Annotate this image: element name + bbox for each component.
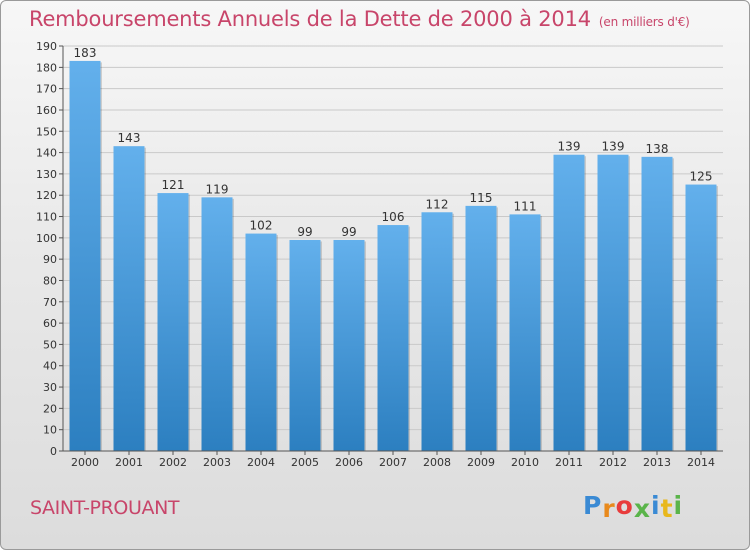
x-tick-label: 2001 bbox=[115, 456, 143, 469]
y-tick-label: 160 bbox=[36, 104, 57, 117]
y-tick-label: 70 bbox=[43, 296, 57, 309]
bars bbox=[69, 60, 718, 452]
bar bbox=[377, 225, 409, 451]
x-tick-label: 2005 bbox=[291, 456, 319, 469]
value-label: 139 bbox=[602, 140, 625, 154]
value-label: 143 bbox=[118, 131, 141, 145]
bar bbox=[69, 60, 101, 451]
logo-letter: P bbox=[583, 491, 603, 520]
y-tick-label: 110 bbox=[36, 211, 57, 224]
bar bbox=[465, 205, 497, 451]
chart-title: Remboursements Annuels de la Dette de 20… bbox=[29, 7, 690, 31]
y-tick-label: 150 bbox=[36, 125, 57, 138]
logo-letter: o bbox=[615, 491, 634, 520]
commune-name: SAINT-PROUANT bbox=[30, 497, 180, 519]
y-tick-label: 130 bbox=[36, 168, 57, 181]
x-tick-label: 2008 bbox=[423, 456, 451, 469]
x-tick-label: 2013 bbox=[643, 456, 671, 469]
logo-letter: x bbox=[633, 494, 651, 523]
x-tick-label: 2012 bbox=[599, 456, 627, 469]
bar bbox=[641, 156, 673, 451]
y-tick-label: 50 bbox=[43, 338, 57, 351]
x-tick-label: 2011 bbox=[555, 456, 583, 469]
x-tick-label: 2002 bbox=[159, 456, 187, 469]
y-tick-label: 140 bbox=[36, 147, 57, 160]
bar bbox=[289, 239, 321, 451]
x-tick-label: 2010 bbox=[511, 456, 539, 469]
y-tick-label: 30 bbox=[43, 381, 57, 394]
logo-letter: i bbox=[651, 491, 661, 520]
x-tick-label: 2014 bbox=[687, 456, 715, 469]
value-label: 119 bbox=[206, 182, 229, 196]
bar bbox=[333, 239, 365, 451]
value-label: 99 bbox=[341, 225, 356, 239]
bar bbox=[245, 233, 277, 451]
logo-letter: i bbox=[673, 491, 684, 520]
bar bbox=[201, 197, 233, 451]
x-tick-label: 2009 bbox=[467, 456, 495, 469]
value-label: 99 bbox=[297, 225, 312, 239]
value-label: 115 bbox=[470, 191, 493, 205]
value-label: 111 bbox=[514, 199, 537, 213]
bar bbox=[157, 193, 189, 451]
y-tick-label: 120 bbox=[36, 189, 57, 202]
logo-letter: r bbox=[602, 494, 616, 523]
value-label: 183 bbox=[74, 46, 97, 60]
chart-title-text: Remboursements Annuels de la Dette de 20… bbox=[29, 7, 591, 31]
bar bbox=[509, 214, 541, 451]
y-tick-label: 90 bbox=[43, 253, 57, 266]
y-tick-label: 0 bbox=[50, 445, 57, 458]
value-label: 138 bbox=[646, 142, 669, 156]
bar bbox=[421, 212, 453, 451]
proxiti-logo: Proxiti bbox=[583, 491, 684, 523]
bar bbox=[553, 154, 585, 452]
x-tick-label: 2004 bbox=[247, 456, 275, 469]
y-tick-label: 190 bbox=[36, 40, 57, 53]
x-tick-label: 2003 bbox=[203, 456, 231, 469]
x-tick-label: 2006 bbox=[335, 456, 363, 469]
bar bbox=[113, 146, 145, 451]
y-tick-label: 180 bbox=[36, 61, 57, 74]
value-label: 112 bbox=[426, 197, 449, 211]
value-label: 102 bbox=[250, 219, 273, 233]
x-tick-label: 2000 bbox=[71, 456, 99, 469]
x-tick-labels: 2000 2001 2002 2003 2004 2005 2006 2007 2008 2009… bbox=[71, 456, 715, 469]
value-label: 121 bbox=[162, 178, 185, 192]
value-label: 139 bbox=[558, 140, 581, 154]
value-labels: 183 143 121 119 102 99 99 106 112 115 111 139 139 138… bbox=[74, 46, 713, 239]
y-tick-label: 100 bbox=[36, 232, 57, 245]
y-tick-label: 60 bbox=[43, 317, 57, 330]
y-tick-label: 40 bbox=[43, 360, 57, 373]
logo-letter: t bbox=[660, 494, 674, 523]
x-tick-label: 2007 bbox=[379, 456, 407, 469]
y-tick-labels: 0 10 20 30 40 50 60 70 80 90 100 110 120 130 140 150 160… bbox=[36, 40, 57, 458]
axes bbox=[59, 45, 723, 455]
value-label: 125 bbox=[690, 170, 713, 184]
y-tick-label: 80 bbox=[43, 274, 57, 287]
value-label: 106 bbox=[382, 210, 405, 224]
chart-unit: (en milliers d'€) bbox=[598, 15, 690, 29]
bar bbox=[685, 184, 717, 452]
y-tick-label: 10 bbox=[43, 424, 57, 437]
y-tick-label: 20 bbox=[43, 402, 57, 415]
y-tick-label: 170 bbox=[36, 83, 57, 96]
bar bbox=[597, 154, 629, 452]
